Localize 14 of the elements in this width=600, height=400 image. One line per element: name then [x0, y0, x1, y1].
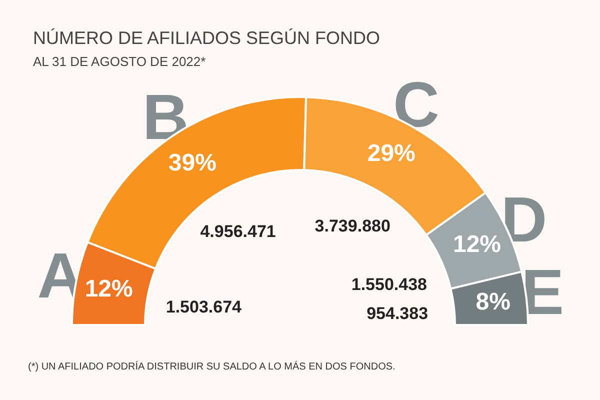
text: 39% [168, 149, 216, 176]
data-label: 1.550.438 [351, 274, 427, 294]
data-label: 3.739.880 [314, 216, 390, 236]
chart-title: NÚMERO DE AFILIADOS SEGÚN FONDO [33, 28, 380, 48]
text: (*) UN AFILIADO PODRÍA DISTRIBUIR SU SALDO A LO MÁS EN DOS FONDOS. [28, 360, 396, 372]
data-label: 4.956.471 [200, 222, 276, 242]
chart-subtitle: AL 31 DE AGOSTO DE 2022* [33, 54, 206, 69]
data-label: 954.383 [366, 304, 428, 323]
text: 12% [84, 276, 133, 303]
data-label: 1.503.674 [166, 297, 242, 316]
text: 29% [367, 140, 416, 167]
slice-label: C [393, 68, 440, 141]
text: 8% [476, 288, 510, 316]
text: 12% [452, 230, 502, 258]
